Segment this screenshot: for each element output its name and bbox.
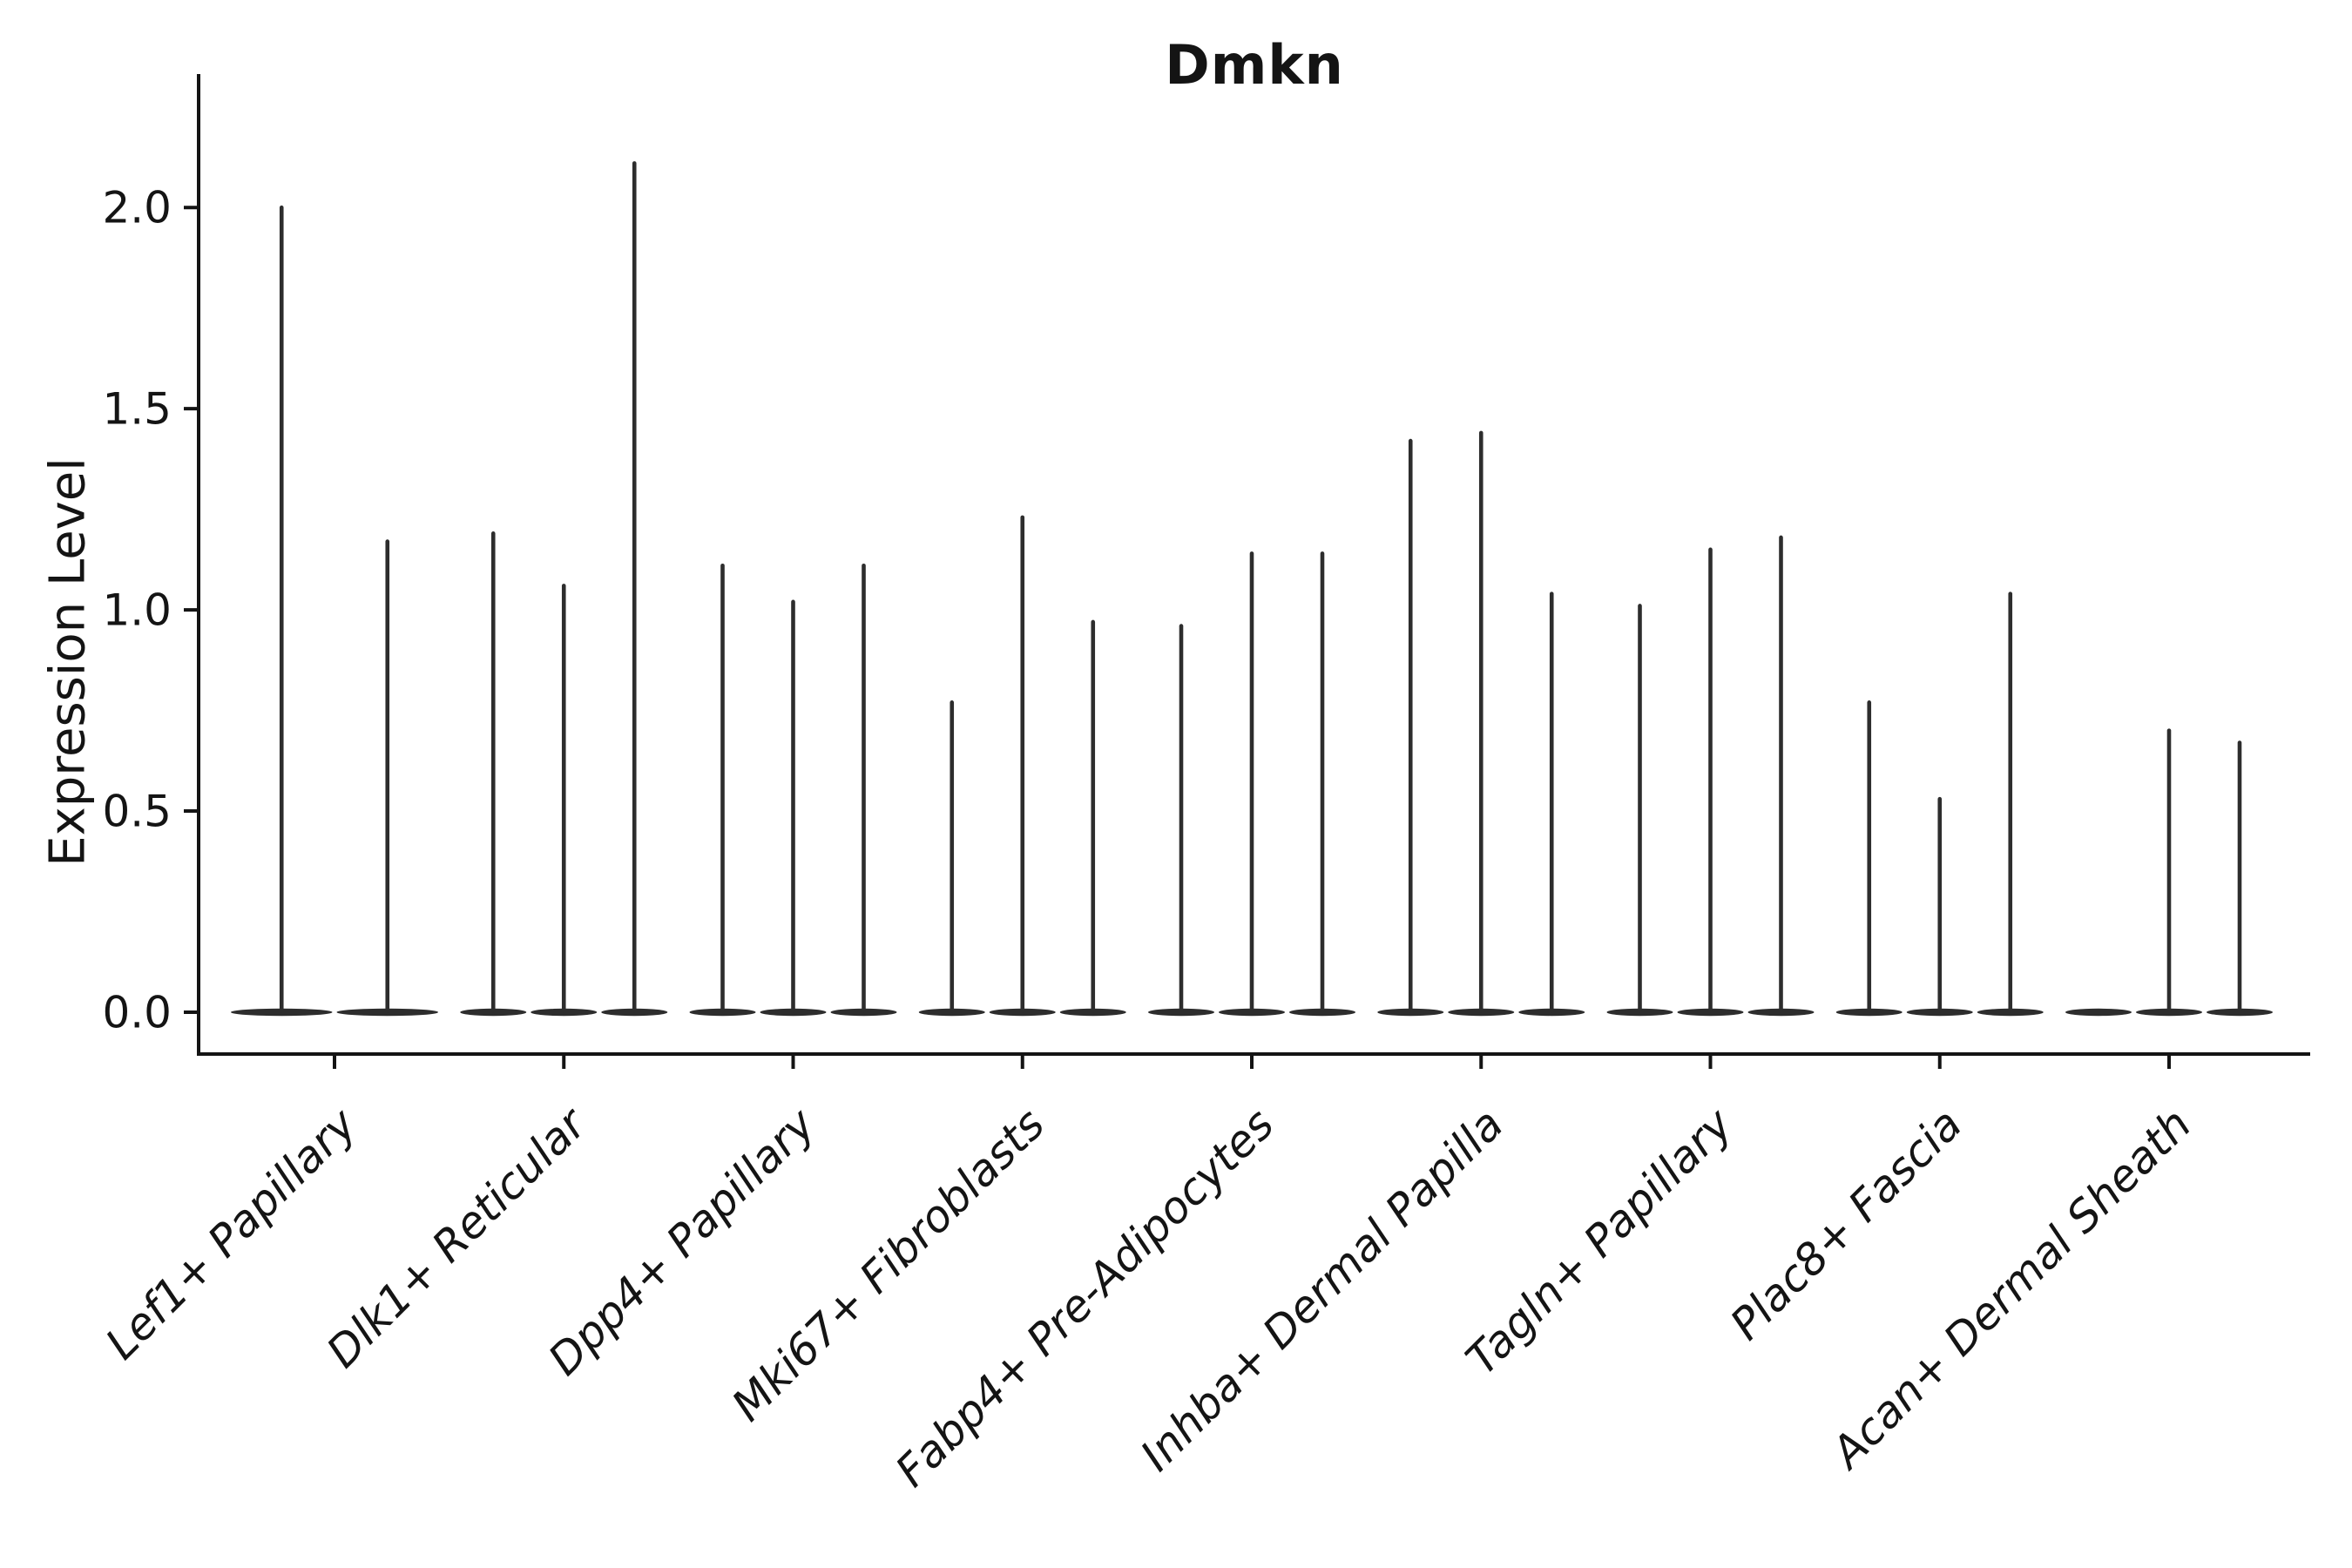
y-tick-label-1: 0.5 — [102, 787, 172, 837]
y-tick-label-0: 0.0 — [102, 988, 172, 1038]
figure-title: Dmkn — [1165, 33, 1344, 97]
y-tick-label-2: 1.0 — [102, 585, 172, 636]
x-tick-label-0: Lef1+ Papillary — [96, 1098, 367, 1369]
y-tick-label-4: 2.0 — [102, 183, 172, 233]
x-tick-label-4: Fabp4+ Pre-Adipocytes — [886, 1098, 1284, 1497]
x-tick-label-8: Acan+ Dermal Sheath — [1821, 1098, 2201, 1479]
y-tick-label-3: 1.5 — [102, 384, 172, 435]
x-tick-label-5: Inhba+ Dermal Papilla — [1131, 1098, 1512, 1480]
x-tick-label-7: Plac8+ Fascia — [1720, 1098, 1971, 1349]
violin-base-8-0 — [2065, 1008, 2132, 1017]
